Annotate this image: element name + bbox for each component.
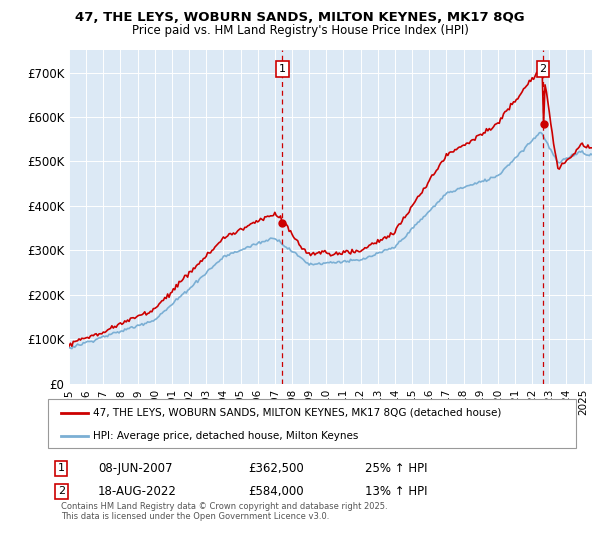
Text: Price paid vs. HM Land Registry's House Price Index (HPI): Price paid vs. HM Land Registry's House … xyxy=(131,24,469,37)
Text: 2: 2 xyxy=(58,486,65,496)
Text: 08-JUN-2007: 08-JUN-2007 xyxy=(98,462,173,475)
Text: 1: 1 xyxy=(279,64,286,74)
Text: HPI: Average price, detached house, Milton Keynes: HPI: Average price, detached house, Milt… xyxy=(93,431,358,441)
Text: Contains HM Land Registry data © Crown copyright and database right 2025.
This d: Contains HM Land Registry data © Crown c… xyxy=(61,502,388,521)
Text: 2: 2 xyxy=(539,64,547,74)
Text: 18-AUG-2022: 18-AUG-2022 xyxy=(98,485,177,498)
Text: 1: 1 xyxy=(58,464,65,474)
Text: 25% ↑ HPI: 25% ↑ HPI xyxy=(365,462,427,475)
Text: 13% ↑ HPI: 13% ↑ HPI xyxy=(365,485,427,498)
Text: £584,000: £584,000 xyxy=(248,485,304,498)
Text: 47, THE LEYS, WOBURN SANDS, MILTON KEYNES, MK17 8QG (detached house): 47, THE LEYS, WOBURN SANDS, MILTON KEYNE… xyxy=(93,408,501,418)
Text: 47, THE LEYS, WOBURN SANDS, MILTON KEYNES, MK17 8QG: 47, THE LEYS, WOBURN SANDS, MILTON KEYNE… xyxy=(75,11,525,24)
Text: £362,500: £362,500 xyxy=(248,462,304,475)
